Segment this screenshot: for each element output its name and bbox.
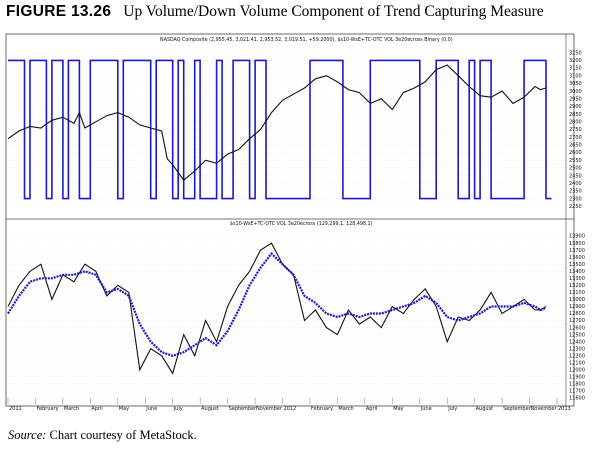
bottom-y-tick-label: 13600 <box>569 255 585 261</box>
x-tick-label: May <box>393 406 403 412</box>
bottom-panel-header: $s10-WsE+TC-OTC VOL 3e20ecross (129,299.… <box>230 221 373 227</box>
figure-description: Up Volume/Down Volume Component of Trend… <box>123 3 544 20</box>
x-tick-label: November <box>531 406 558 412</box>
top-y-tick-label: 2800 <box>569 120 582 126</box>
top-y-tick-label: 2400 <box>569 181 582 187</box>
x-tick-label: March <box>338 406 353 412</box>
top-y-tick-label: 2950 <box>569 96 582 102</box>
bottom-y-tick-label: 13300 <box>569 276 585 282</box>
top-y-tick-label: 3150 <box>569 66 582 72</box>
x-axis: 2011 February March April May June July August S… <box>7 398 571 412</box>
figure-number: FIGURE 13.26 <box>6 3 112 20</box>
top-y-tick-label: 2750 <box>569 127 582 133</box>
gridlines <box>6 52 566 399</box>
bottom-y-tick-label: 12000 <box>569 368 585 374</box>
average-line <box>7 251 547 357</box>
bottom-y-tick-label: 13200 <box>569 283 585 289</box>
top-y-tick-label: 2500 <box>569 166 582 172</box>
top-y-tick-label: 2850 <box>569 112 582 118</box>
top-y-tick-label: 3250 <box>569 50 582 56</box>
bottom-y-tick-label: 13900 <box>569 234 585 240</box>
bottom-y-tick-label: 12300 <box>569 346 585 352</box>
bottom-y-tick-label: 13000 <box>569 297 585 303</box>
top-y-tick-label: 2300 <box>569 196 582 202</box>
bottom-y-tick-label: 12400 <box>569 339 585 345</box>
x-tick-label: September <box>229 406 258 412</box>
bottom-y-tick-label: 13700 <box>569 248 585 254</box>
x-tick-label: 2011 <box>9 406 22 412</box>
x-tick-label: March <box>64 406 79 412</box>
bottom-y-tick-label: 12800 <box>569 311 585 317</box>
top-y-tick-label: 2700 <box>569 135 582 141</box>
bottom-y-tick-label: 12100 <box>569 360 585 366</box>
binary-signal-line <box>8 59 552 200</box>
bottom-y-tick-label: 13500 <box>569 262 585 268</box>
bottom-y-tick-label: 11600 <box>569 396 585 402</box>
bottom-y-tick-label: 12600 <box>569 325 585 331</box>
bottom-y-tick-label: 13400 <box>569 269 585 275</box>
x-tick-label: February <box>36 406 58 412</box>
caption-text: Chart courtesy of MetaStock. <box>49 428 197 442</box>
bottom-y-tick-label: 12500 <box>569 332 585 338</box>
x-tick-label: September <box>503 406 532 412</box>
chart-frame <box>5 33 575 407</box>
x-tick-label: July <box>173 406 183 412</box>
top-y-tick-label: 2650 <box>569 143 582 149</box>
x-tick-label: July <box>447 406 457 412</box>
series-layer <box>7 59 552 375</box>
x-tick-label: May <box>119 406 129 412</box>
x-tick-label: 2013 <box>558 406 571 412</box>
x-tick-label: August <box>201 406 219 412</box>
x-tick-label: June <box>145 406 157 412</box>
bottom-y-tick-label: 13100 <box>569 290 585 296</box>
top-y-tick-label: 2900 <box>569 104 582 110</box>
figure-title: FIGURE 13.26 Up Volume/Down Volume Compon… <box>6 3 544 21</box>
top-y-tick-label: 2550 <box>569 158 582 164</box>
top-y-tick-label: 3100 <box>569 73 582 79</box>
x-tick-label: November <box>256 406 283 412</box>
x-tick-label: April <box>366 406 377 412</box>
x-tick-label: April <box>91 406 102 412</box>
x-tick-label: February <box>311 406 333 412</box>
top-y-tick-label: 2250 <box>569 204 582 210</box>
top-y-tick-label: 3000 <box>569 89 582 95</box>
chart-area: NASDAQ Composite (2,955.45, 3,021.41, 2,… <box>5 33 585 412</box>
bottom-y-tick-label: 11900 <box>569 375 585 381</box>
bottom-y-tick-label: 12900 <box>569 304 585 310</box>
source-caption: Source: Chart courtesy of MetaStock. <box>8 428 197 443</box>
caption-label: Source: <box>8 428 47 442</box>
top-y-tick-label: 3050 <box>569 81 582 87</box>
x-tick-label: 2012 <box>284 406 297 412</box>
bottom-y-tick-label: 12700 <box>569 318 585 324</box>
bottom-y-tick-label: 11700 <box>569 389 585 395</box>
x-tick-label: August <box>476 406 494 412</box>
top-y-tick-label: 2450 <box>569 173 582 179</box>
nasdaq-price-line <box>7 64 547 182</box>
top-y-tick-label: 2600 <box>569 150 582 156</box>
bottom-y-tick-label: 12200 <box>569 353 585 359</box>
top-panel-header: NASDAQ Composite (2,955.45, 3,021.41, 2,… <box>160 37 453 43</box>
bottom-y-tick-label: 13800 <box>569 241 585 247</box>
top-y-tick-label: 3200 <box>569 58 582 64</box>
bottom-y-tick-label: 11800 <box>569 382 585 388</box>
top-y-tick-label: 2350 <box>569 189 582 195</box>
bottom-y-axis: 1390013800137001360013500134001330013200… <box>569 234 585 402</box>
x-tick-label: June <box>420 406 432 412</box>
